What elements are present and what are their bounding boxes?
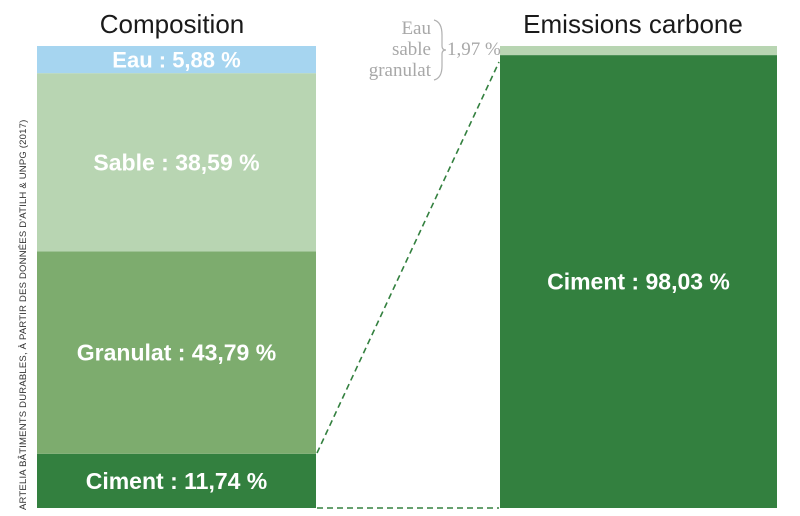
segment-label-composition-ciment: Ciment : 11,74 %	[86, 468, 268, 494]
bars: Ciment : 11,74 % Granulat : 43,79 % Sable …	[37, 46, 777, 508]
bar-segment-composition-ciment	[37, 453, 316, 508]
connector-top	[316, 61, 500, 454]
emissions-title: Emissions carbone	[523, 9, 743, 39]
source-note: ARTELIA BÂTIMENTS DURABLES, À PARTIR DES…	[18, 120, 29, 510]
annotation-small-share: Eau sable granulat 1,97 %	[369, 18, 501, 81]
bar-segment-composition-sable	[37, 73, 316, 252]
segment-label-composition-granulat: Granulat : 43,79 %	[77, 340, 276, 366]
annotation-eau: Eau	[401, 18, 431, 39]
annotation-granulat: granulat	[369, 60, 432, 81]
segment-label-composition-sable: Sable : 38,59 %	[93, 149, 259, 175]
annotation-value: 1,97 %	[447, 39, 501, 60]
annotation-brace	[433, 19, 447, 81]
bar-segment-emissions-eau-sable-granulat	[500, 46, 777, 56]
bar-segment-composition-eau	[37, 46, 316, 74]
bar-segment-composition-granulat	[37, 251, 316, 454]
bar-segment-emissions-ciment	[500, 55, 777, 508]
annotation-sable: sable	[392, 39, 431, 60]
segment-label-composition-eau: Eau : 5,88 %	[112, 48, 240, 73]
segment-label-emissions-ciment: Ciment : 98,03 %	[547, 269, 730, 295]
composition-title: Composition	[100, 9, 245, 39]
